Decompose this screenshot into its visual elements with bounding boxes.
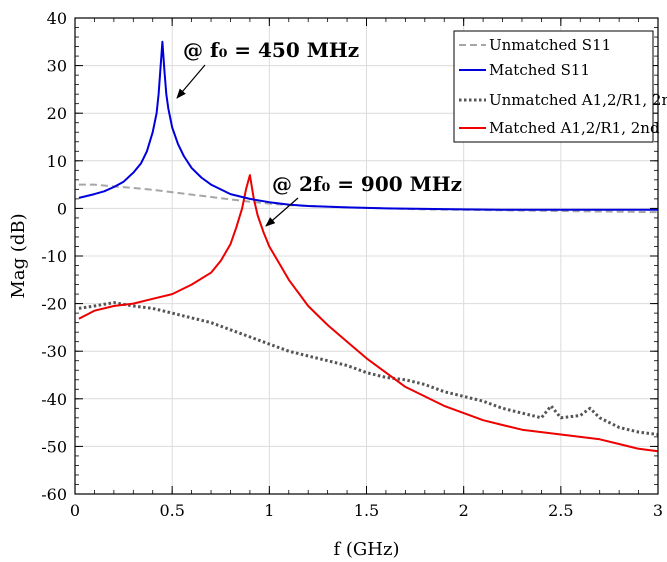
y-tick-label: -40 bbox=[41, 390, 67, 409]
legend-label: Matched S11 bbox=[489, 61, 590, 79]
annotation-arrow bbox=[176, 64, 206, 99]
x-axis-label: f (GHz) bbox=[334, 539, 400, 560]
y-axis-label: Mag (dB) bbox=[8, 213, 29, 298]
x-tick-label: 0 bbox=[70, 501, 80, 520]
y-tick-label: 10 bbox=[47, 152, 67, 171]
y-tick-label: -20 bbox=[41, 295, 67, 314]
series-line-3 bbox=[78, 174, 659, 453]
y-tick-label: -30 bbox=[41, 342, 67, 361]
y-tick-label: 20 bbox=[47, 104, 67, 123]
y-tick-label: -10 bbox=[41, 247, 67, 266]
x-tick-label: 1 bbox=[264, 501, 274, 520]
annotation-arrow bbox=[265, 197, 299, 227]
x-tick-label: 3 bbox=[653, 501, 663, 520]
legend-box bbox=[453, 30, 654, 143]
legend-label: Unmatched S11 bbox=[489, 36, 611, 54]
legend-label: Matched A1,2/R1, 2nd bbox=[489, 119, 660, 137]
annotation-label: @ 2f₀ = 900 MHz bbox=[272, 172, 462, 196]
x-tick-label: 1.5 bbox=[354, 501, 379, 520]
series-line-2 bbox=[78, 301, 659, 436]
x-tick-label: 2.5 bbox=[548, 501, 573, 520]
annotation-label: @ f₀ = 450 MHz bbox=[183, 38, 359, 62]
series-line-1 bbox=[78, 40, 658, 211]
y-tick-label: 40 bbox=[47, 9, 67, 28]
y-tick-label: 30 bbox=[47, 57, 67, 76]
legend: Unmatched S11 Matched S11 Unmatched A1,2/R… bbox=[453, 30, 667, 143]
y-tick-label: 0 bbox=[57, 199, 67, 218]
legend-label: Unmatched A1,2/R1, 2nd bbox=[489, 91, 667, 109]
y-tick-label: -50 bbox=[41, 437, 67, 456]
axis-ticks: 0 0.5 1 1.5 2 2.5 3 -60 -50 -40 -30 -20 -10 0 10 20 30 40 bbox=[41, 9, 663, 520]
series-lines bbox=[78, 40, 659, 453]
annotations: @ f₀ = 450 MHz @ 2f₀ = 900 MHz bbox=[176, 38, 462, 227]
y-tick-label: -60 bbox=[41, 485, 67, 504]
x-tick-label: 2 bbox=[459, 501, 469, 520]
x-tick-label: 0.5 bbox=[159, 501, 184, 520]
